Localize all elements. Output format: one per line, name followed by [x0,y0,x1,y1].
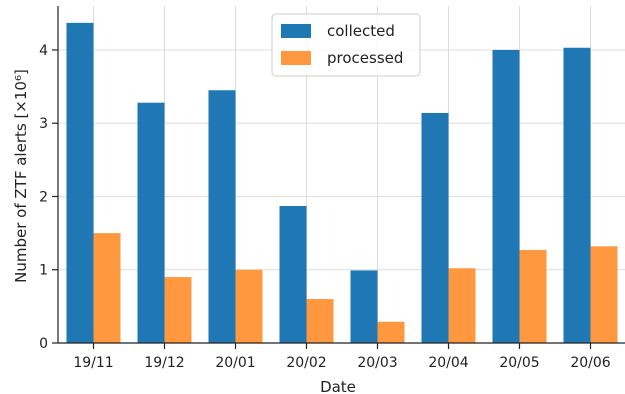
bar-processed-20-06 [590,246,618,343]
bar-processed-20-03 [377,321,405,343]
y-tick-label: 4 [39,43,48,59]
x-tick-label: 20/05 [499,355,539,371]
bar-collected-19-11 [66,22,94,343]
x-tick-label: 19/12 [144,355,184,371]
tick-labels: 0 1 2 3 4 19/11 19/12 20/01 20/02 20/03 20/04 20/05… [39,43,611,371]
bar-processed-20-04 [448,268,476,343]
x-tick-label: 20/04 [428,355,468,371]
legend-swatch-processed [281,51,311,65]
bar-processed-20-05 [519,249,547,343]
legend-swatch-collected [281,24,311,38]
bar-collected-20-03 [350,270,378,343]
bar-collected-19-12 [137,102,165,343]
legend-label-processed: processed [327,49,403,67]
legend-label-collected: collected [327,22,395,40]
x-axis-label: Date [320,378,356,394]
bar-collected-20-06 [563,47,591,343]
y-tick-label: 3 [39,116,48,132]
bar-collected-20-01 [208,90,236,343]
x-tick-label: 20/02 [286,355,326,371]
x-tick-label: 20/01 [215,355,255,371]
bar-processed-20-02 [306,299,334,343]
x-tick-label: 19/11 [73,355,113,371]
x-tick-label: 20/06 [570,355,610,371]
y-tick-label: 0 [39,336,48,352]
legend: collected processed [271,13,421,77]
bar-collected-20-04 [421,112,449,343]
x-tick-label: 20/03 [357,355,397,371]
y-tick-label: 1 [39,263,48,279]
bars [66,22,618,344]
bar-processed-19-11 [93,233,121,343]
axes [52,6,625,349]
y-axis-label: Number of ZTF alerts [×10⁶] [12,69,30,283]
bar-collected-20-02 [279,206,307,343]
bar-collected-20-05 [492,49,520,344]
bar-processed-20-01 [235,269,263,343]
bar-processed-19-12 [164,277,192,343]
y-tick-label: 2 [39,189,48,205]
